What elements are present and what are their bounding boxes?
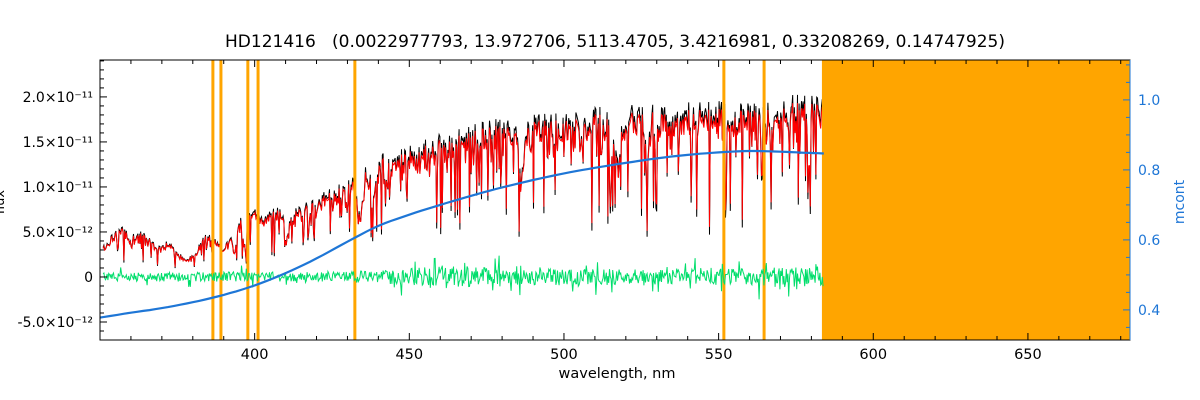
y-left-tick-label: -5.0×10⁻¹² (18, 315, 93, 331)
x-tick-label: 550 (705, 347, 733, 363)
static-labels: HD121416 (0.0022977793, 13.972706, 5113.… (0, 32, 1188, 382)
y-right-tick-label: 0.4 (1138, 303, 1160, 319)
y-right-tick-label: 0.6 (1138, 233, 1160, 249)
x-tick-label: 400 (241, 347, 269, 363)
continuum-curve (99, 149, 824, 319)
x-tick-label: 450 (395, 347, 423, 363)
y-left-tick-label: 1.0×10⁻¹¹ (23, 180, 93, 196)
axes: 400 450 500 550 600 650 2.0×10⁻¹¹ 1.5×10⁻¹¹ 1.0×… (18, 59, 1160, 363)
y-right-tick-label: 1.0 (1138, 93, 1160, 109)
y-right-tick-label: 0.8 (1138, 163, 1160, 179)
x-axis-label: wavelength, nm (559, 366, 676, 382)
y-left-tick-label: 2.0×10⁻¹¹ (23, 90, 93, 106)
model-spectrum-trace (102, 103, 824, 267)
residual-trace (102, 255, 824, 300)
chart-title: HD121416 (0.0022977793, 13.972706, 5113.… (225, 32, 1005, 52)
x-tick-label: 500 (550, 347, 578, 363)
x-tick-label: 600 (859, 347, 887, 363)
mask-region (821, 60, 1130, 340)
y-left-tick-label: 5.0×10⁻¹² (23, 225, 93, 241)
y-left-tick-label: 0 (84, 270, 93, 286)
x-tick-label: 650 (1014, 347, 1042, 363)
y-axis-label-left: flux (0, 190, 8, 214)
y-left-tick-label: 1.5×10⁻¹¹ (23, 135, 93, 151)
generated-plot-layers: 400 450 500 550 600 650 2.0×10⁻¹¹ 1.5×10⁻¹¹ 1.0×… (18, 59, 1160, 363)
y-axis-label-right: mcont (1172, 179, 1188, 224)
